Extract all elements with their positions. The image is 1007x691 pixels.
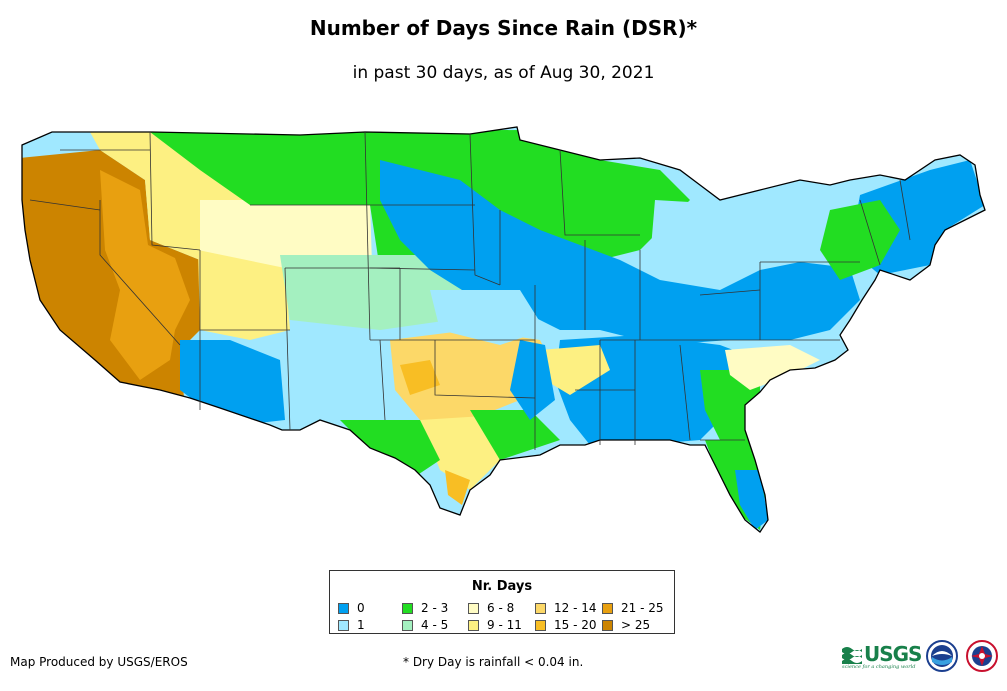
usgs-tagline: science for a changing world: [842, 664, 916, 670]
legend-label: > 25: [621, 618, 651, 632]
state-boundaries: [29, 131, 911, 450]
legend-swatch: [535, 602, 546, 614]
legend-item: 2 - 3: [402, 601, 468, 615]
legend-item: 6 - 8: [468, 601, 535, 615]
noaa-seal-icon: [926, 640, 958, 672]
legend-swatch: [338, 602, 349, 614]
legend-item: > 25: [602, 618, 666, 632]
legend-item: 4 - 5: [402, 618, 468, 632]
legend-label: 21 - 25: [621, 601, 664, 615]
legend-item: 1: [338, 618, 402, 632]
agency-logos: USGS science for a changing world: [842, 638, 1004, 676]
usgs-logo: USGS: [842, 642, 922, 666]
legend-label: 0: [357, 601, 365, 615]
legend-label: 6 - 8: [487, 601, 515, 615]
legend-item: 9 - 11: [468, 618, 535, 632]
legend-label: 12 - 14: [554, 601, 597, 615]
legend-swatch: [402, 602, 413, 614]
legend-label: 4 - 5: [421, 618, 449, 632]
legend-label: 1: [357, 618, 365, 632]
legend-item: 12 - 14: [535, 601, 602, 615]
producer-credit: Map Produced by USGS/EROS: [10, 655, 188, 669]
legend-item: 0: [338, 601, 402, 615]
legend-item: 15 - 20: [535, 618, 602, 632]
legend-label: 2 - 3: [421, 601, 449, 615]
legend: Nr. Days 0 2 - 3 6 - 8 12 - 14 21 - 25 1 4 - 5…: [329, 570, 675, 634]
legend-swatch: [602, 619, 613, 631]
legend-swatch: [468, 619, 479, 631]
legend-swatch: [602, 602, 613, 614]
usgs-wordmark: USGS: [864, 642, 922, 666]
nws-seal-icon: [966, 640, 998, 672]
legend-swatch: [338, 619, 349, 631]
legend-label: 15 - 20: [554, 618, 597, 632]
legend-title: Nr. Days: [471, 579, 533, 594]
legend-grid: 0 2 - 3 6 - 8 12 - 14 21 - 25 1 4 - 5 9 - 11 15 …: [338, 601, 666, 632]
legend-swatch: [468, 602, 479, 614]
map-title: Number of Days Since Rain (DSR)*: [309, 16, 698, 40]
legend-label: 9 - 11: [487, 618, 522, 632]
legend-item: 21 - 25: [602, 601, 666, 615]
map-subtitle: in past 30 days, as of Aug 30, 2021: [352, 63, 655, 83]
legend-swatch: [535, 619, 546, 631]
dry-day-note: * Dry Day is rainfall < 0.04 in.: [403, 655, 584, 669]
legend-swatch: [402, 619, 413, 631]
usgs-wave-icon: [842, 647, 862, 664]
us-dsr-map: [21, 126, 986, 533]
